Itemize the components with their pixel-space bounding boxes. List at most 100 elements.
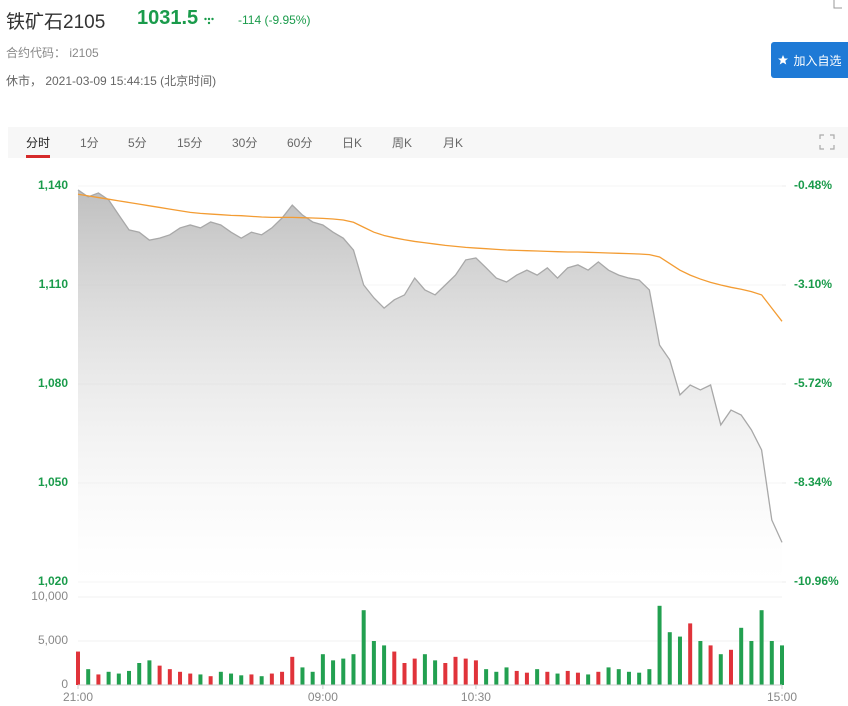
- volume-bar: [382, 645, 387, 685]
- tab[interactable]: 分时: [26, 136, 51, 150]
- volume-bar: [565, 670, 570, 685]
- volume-bar: [402, 663, 407, 685]
- volume-bar: [433, 660, 438, 685]
- volume-bar: [545, 671, 550, 685]
- symbol: 铁矿石2105: [6, 12, 106, 33]
- volume-bar: [616, 669, 621, 685]
- tab[interactable]: 月K: [443, 136, 464, 150]
- volume-bar: [586, 674, 591, 685]
- volume-bar: [259, 676, 264, 685]
- volume-bar: [198, 674, 203, 685]
- last-price: 1031.5: [137, 7, 199, 29]
- corner-icon: [833, 0, 842, 9]
- tab[interactable]: 1分: [80, 136, 99, 150]
- volume-bar: [412, 658, 417, 685]
- volume-bar: [698, 641, 703, 685]
- volume-tick-label: 5,000: [38, 633, 68, 647]
- y-tick-label: 1,080: [38, 376, 68, 390]
- volume-bar: [596, 671, 601, 685]
- fullscreen-icon[interactable]: [819, 134, 835, 150]
- tab-bar: 分时 1分 5分 15分 30分 60分 日K 周K 月K: [8, 127, 848, 158]
- x-tick-label: 15:00: [767, 690, 797, 704]
- volume-bar: [749, 641, 754, 685]
- volume-bar: [494, 671, 499, 685]
- y-tick-label: 1,140: [38, 178, 68, 192]
- price-line: [77, 189, 783, 543]
- volume-bar: [167, 669, 172, 685]
- y2-tick-label: -5.72%: [794, 376, 832, 390]
- y-tick-label: 1,050: [38, 475, 68, 489]
- volume-bar: [463, 658, 468, 685]
- y-tick-label: 1,020: [38, 574, 68, 588]
- volume-bar: [188, 673, 193, 685]
- y2-tick-label: -8.34%: [794, 475, 832, 489]
- volume-bar: [106, 671, 111, 685]
- volume-bar: [637, 672, 642, 685]
- volume-bar: [320, 654, 325, 685]
- button-label: 加入自选: [793, 53, 842, 68]
- y-tick-label: 1,110: [39, 277, 69, 291]
- volume-bar: [208, 676, 213, 685]
- volume-bar: [127, 670, 132, 685]
- tab[interactable]: 5分: [128, 136, 147, 150]
- volume-bar: [280, 671, 285, 685]
- volume-bar: [555, 673, 560, 685]
- volume-bar: [535, 669, 540, 685]
- active-tab-indicator: [26, 155, 50, 158]
- volume-bar: [728, 649, 733, 685]
- volume-bar: [86, 669, 91, 685]
- volume-bar: [514, 670, 519, 685]
- volume-bar: [371, 641, 376, 685]
- volume-bar: [310, 671, 315, 685]
- volume-bar: [137, 663, 142, 685]
- down-icon: [204, 17, 214, 25]
- volume-bar: [392, 651, 397, 685]
- volume-bar: [218, 671, 223, 685]
- volume-bar: [473, 660, 478, 685]
- volume-bar: [484, 669, 489, 685]
- tab[interactable]: 15分: [177, 136, 203, 150]
- volume-bar: [351, 654, 356, 685]
- y2-tick-label: -10.96%: [794, 574, 839, 588]
- volume-bar: [769, 641, 774, 685]
- x-tick-label: 21:00: [63, 690, 93, 704]
- volume-bar: [575, 672, 580, 685]
- price-area: [78, 189, 782, 582]
- add-watchlist-button[interactable]: 加入自选: [771, 42, 848, 78]
- volume-bar: [178, 671, 183, 685]
- tab[interactable]: 周K: [392, 136, 413, 150]
- volume-bar: [96, 674, 101, 685]
- volume-bar: [157, 665, 162, 685]
- volume-bar: [718, 654, 723, 685]
- volume-tick-label: 10,000: [31, 589, 68, 603]
- volume-bar: [667, 632, 672, 685]
- volume-bar: [443, 663, 448, 685]
- tab[interactable]: 30分: [232, 136, 258, 150]
- volume-bar: [504, 667, 509, 685]
- volume-bar: [626, 671, 631, 685]
- volume-bar: [739, 627, 744, 685]
- volume-bar: [147, 660, 152, 685]
- contract-code: 合约代码： i2105: [6, 46, 99, 60]
- price-change: -114 (-9.95%): [238, 13, 311, 27]
- volume-bar: [759, 610, 764, 685]
- market-status: 休市， 2021-03-09 15:44:15 (北京时间): [6, 74, 217, 88]
- volume-bar: [606, 667, 611, 685]
- volume-bar: [269, 673, 274, 685]
- volume-bar: [76, 651, 80, 685]
- volume-bar: [422, 654, 427, 685]
- x-tick-label: 10:30: [461, 690, 491, 704]
- volume-tick-label: 0: [61, 677, 68, 691]
- volume-bar: [229, 673, 234, 685]
- star-icon: [778, 55, 789, 65]
- average-line: [77, 193, 783, 322]
- x-tick-label: 09:00: [308, 690, 338, 704]
- tab[interactable]: 60分: [287, 136, 313, 150]
- chart: 1,140 1,110 1,080 1,050 1,020 -0.48% -3.10% -5.…: [8, 160, 848, 706]
- volume-bar: [708, 645, 713, 685]
- tab[interactable]: 日K: [342, 136, 363, 150]
- volume-bar: [657, 605, 662, 685]
- volume-bar: [331, 660, 336, 685]
- volume-bar: [453, 656, 458, 685]
